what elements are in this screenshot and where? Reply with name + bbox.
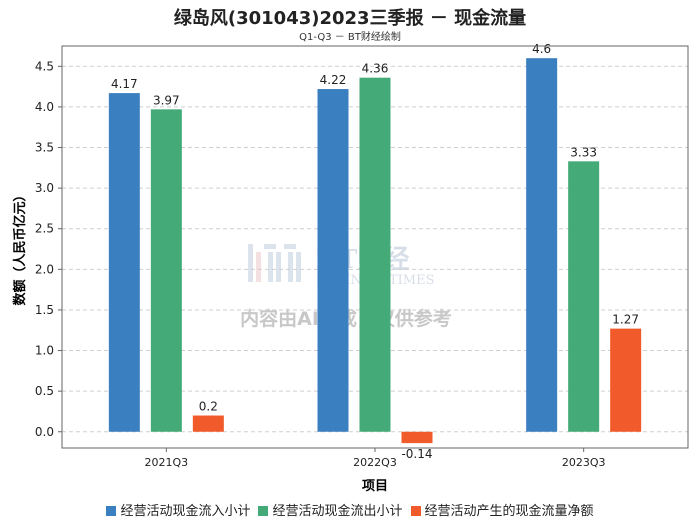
legend-label: 经营活动产生的现金流量净额 xyxy=(424,504,594,519)
watermark-logo-bar xyxy=(296,252,301,282)
data-label: 1.27 xyxy=(612,313,639,327)
watermark-logo-bar xyxy=(256,252,261,282)
x-tick-label: 2021Q3 xyxy=(145,456,189,469)
legend-swatch xyxy=(106,506,117,516)
data-label: 4.6 xyxy=(532,42,551,56)
legend-swatch xyxy=(410,506,421,516)
x-axis-ticks: 2021Q3 2022Q3 2023Q3 xyxy=(145,448,606,469)
value-labels: 4.17 3.97 0.2 4.22 4.36 -0.14 4.6 3.33 1.27 xyxy=(111,42,639,461)
y-axis-ticks: 0.0 0.5 1.0 1.5 2.0 2.5 3.0 3.5 4.0 4.5 xyxy=(35,59,62,439)
bar xyxy=(610,328,642,432)
legend-item: 经营活动产生的现金流量净额 xyxy=(410,500,594,519)
plot-frame xyxy=(61,45,689,449)
bar xyxy=(317,89,349,432)
watermark-logo-bar xyxy=(284,244,296,249)
data-label: 4.17 xyxy=(111,77,138,91)
y-tick-label: 2.5 xyxy=(35,222,54,236)
bar xyxy=(192,415,224,432)
data-label: 4.22 xyxy=(320,73,347,87)
bar xyxy=(526,58,558,432)
data-label: 3.97 xyxy=(153,93,180,107)
y-tick-label: 3.0 xyxy=(35,181,54,195)
y-tick-label: 4.0 xyxy=(35,100,54,114)
watermark-logo-bar xyxy=(288,252,293,282)
y-tick-label: 0.5 xyxy=(35,384,54,398)
y-tick-label: 3.5 xyxy=(35,141,54,155)
x-tick-label: 2022Q3 xyxy=(353,456,397,469)
data-label: -0.14 xyxy=(401,447,432,461)
legend-item: 经营活动现金流出小计 xyxy=(258,500,403,519)
legend-label: 经营活动现金流出小计 xyxy=(272,504,403,519)
y-tick-label: 1.0 xyxy=(35,344,54,358)
chart-subtitle: Q1-Q3 － BT财经绘制 xyxy=(299,32,401,43)
y-tick-label: 0.0 xyxy=(35,425,54,439)
data-label: 4.36 xyxy=(362,62,389,76)
x-tick-label: 2023Q3 xyxy=(562,456,606,469)
y-axis-label: 数额（人民币亿元） xyxy=(12,188,28,305)
y-tick-label: 4.5 xyxy=(35,59,54,73)
legend-label: 经营活动现金流入小计 xyxy=(120,504,251,519)
legend-item: 经营活动现金流入小计 xyxy=(106,500,250,519)
bar xyxy=(401,431,433,444)
bar xyxy=(359,77,391,432)
data-label: 3.33 xyxy=(570,145,597,159)
legend: 经营活动现金流入小计 经营活动现金流出小计 经营活动产生的现金流量净额 xyxy=(0,500,700,519)
bar-chart: BT财经 BUSINESSTIMES 内容由AI生成，仅供参考 4.173.97… xyxy=(12,42,689,494)
legend-swatch xyxy=(258,506,269,516)
bar xyxy=(150,109,182,432)
y-tick-label: 2.0 xyxy=(35,262,54,276)
x-axis-label: 项目 xyxy=(362,479,388,494)
data-label: 0.2 xyxy=(199,400,218,414)
chart-title: 绿岛风(301043)2023三季报 － 现金流量 xyxy=(173,8,527,29)
bars xyxy=(108,58,642,444)
bar xyxy=(568,161,600,432)
watermark-logo-bar xyxy=(268,252,273,282)
y-tick-label: 1.5 xyxy=(35,303,54,317)
bar xyxy=(108,93,140,432)
watermark-logo-bar xyxy=(248,244,253,282)
watermark-logo-bar xyxy=(276,252,281,282)
watermark-logo-bar xyxy=(264,244,276,249)
